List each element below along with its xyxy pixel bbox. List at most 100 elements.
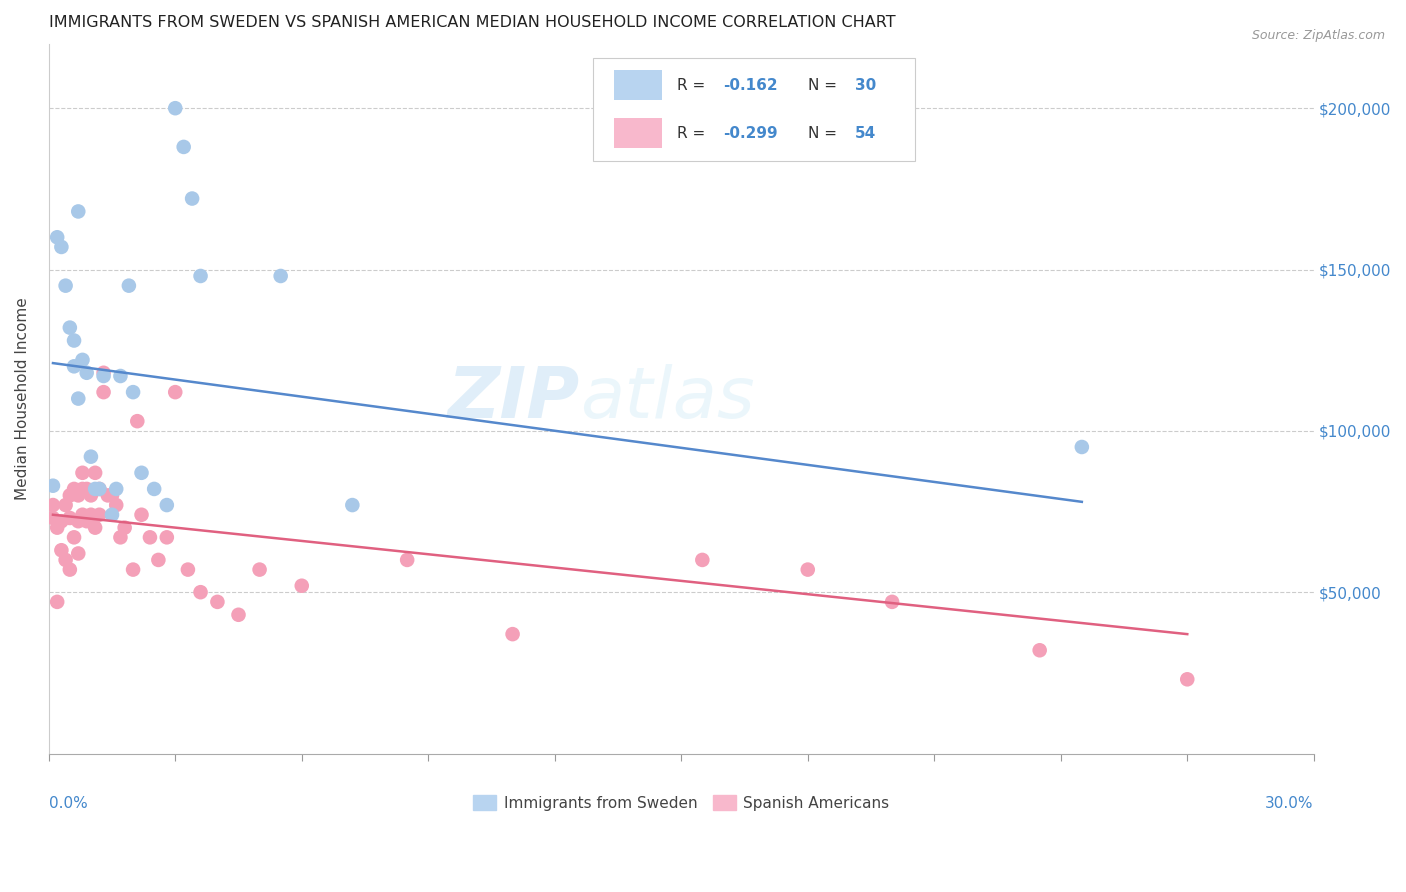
Text: 30: 30 bbox=[855, 78, 876, 93]
Point bbox=[105, 498, 128, 512]
Point bbox=[63, 482, 86, 496]
Point bbox=[59, 563, 82, 577]
FancyBboxPatch shape bbox=[593, 58, 915, 161]
FancyBboxPatch shape bbox=[614, 119, 662, 148]
Point bbox=[122, 385, 145, 400]
Text: Source: ZipAtlas.com: Source: ZipAtlas.com bbox=[1251, 29, 1385, 42]
Point bbox=[51, 514, 73, 528]
Point bbox=[55, 498, 77, 512]
Point bbox=[59, 511, 82, 525]
Point bbox=[63, 530, 86, 544]
Text: -0.299: -0.299 bbox=[723, 126, 778, 141]
Point bbox=[396, 553, 419, 567]
Point bbox=[177, 563, 200, 577]
Point bbox=[131, 466, 153, 480]
Point bbox=[139, 530, 162, 544]
Point bbox=[118, 278, 141, 293]
Point bbox=[42, 511, 65, 525]
Point bbox=[93, 369, 115, 384]
Point bbox=[97, 488, 120, 502]
Point bbox=[80, 508, 103, 522]
Point bbox=[270, 268, 292, 283]
Text: 54: 54 bbox=[855, 126, 876, 141]
Point bbox=[72, 352, 94, 367]
Point bbox=[51, 240, 73, 254]
Text: -0.162: -0.162 bbox=[723, 78, 778, 93]
Point bbox=[93, 385, 115, 400]
Point bbox=[249, 563, 271, 577]
Point bbox=[1175, 673, 1198, 687]
Point bbox=[84, 482, 107, 496]
Point bbox=[143, 482, 166, 496]
Text: IMMIGRANTS FROM SWEDEN VS SPANISH AMERICAN MEDIAN HOUSEHOLD INCOME CORRELATION C: IMMIGRANTS FROM SWEDEN VS SPANISH AMERIC… bbox=[49, 15, 896, 30]
Text: N =: N = bbox=[808, 78, 842, 93]
Point bbox=[51, 543, 73, 558]
Point bbox=[89, 482, 111, 496]
Point bbox=[110, 369, 132, 384]
Point bbox=[114, 521, 136, 535]
Text: 30.0%: 30.0% bbox=[1265, 796, 1313, 811]
Point bbox=[173, 140, 195, 154]
Point bbox=[190, 268, 212, 283]
Point bbox=[84, 466, 107, 480]
Point bbox=[59, 320, 82, 334]
Point bbox=[67, 514, 90, 528]
Point bbox=[156, 498, 179, 512]
Point bbox=[1028, 643, 1050, 657]
FancyBboxPatch shape bbox=[614, 70, 662, 100]
Point bbox=[207, 595, 229, 609]
Point bbox=[42, 479, 65, 493]
Y-axis label: Median Household Income: Median Household Income bbox=[15, 297, 30, 500]
Point bbox=[156, 530, 179, 544]
Point bbox=[67, 392, 90, 406]
Point bbox=[110, 530, 132, 544]
Point bbox=[228, 607, 250, 622]
Point bbox=[67, 204, 90, 219]
Point bbox=[291, 579, 314, 593]
Point bbox=[80, 488, 103, 502]
Point bbox=[63, 359, 86, 374]
Text: R =: R = bbox=[678, 78, 710, 93]
Point bbox=[46, 230, 69, 244]
Text: N =: N = bbox=[808, 126, 842, 141]
Point bbox=[72, 508, 94, 522]
Point bbox=[190, 585, 212, 599]
Point bbox=[55, 278, 77, 293]
Point bbox=[42, 498, 65, 512]
Point bbox=[59, 488, 82, 502]
Point bbox=[72, 482, 94, 496]
Point bbox=[148, 553, 170, 567]
Point bbox=[76, 366, 98, 380]
Point bbox=[165, 385, 187, 400]
Point bbox=[1070, 440, 1092, 454]
Point bbox=[342, 498, 364, 512]
Point bbox=[880, 595, 903, 609]
Point bbox=[181, 192, 204, 206]
Legend: Immigrants from Sweden, Spanish Americans: Immigrants from Sweden, Spanish American… bbox=[467, 789, 896, 817]
Point bbox=[80, 450, 103, 464]
Point bbox=[55, 553, 77, 567]
Text: ZIP: ZIP bbox=[447, 364, 581, 434]
Point bbox=[692, 553, 714, 567]
Point bbox=[63, 334, 86, 348]
Text: 0.0%: 0.0% bbox=[49, 796, 87, 811]
Point bbox=[131, 508, 153, 522]
Point bbox=[46, 595, 69, 609]
Point bbox=[101, 508, 124, 522]
Point bbox=[797, 563, 820, 577]
Point bbox=[127, 414, 149, 428]
Point bbox=[84, 521, 107, 535]
Point bbox=[101, 488, 124, 502]
Point bbox=[105, 482, 128, 496]
Text: R =: R = bbox=[678, 126, 710, 141]
Point bbox=[67, 488, 90, 502]
Point bbox=[502, 627, 524, 641]
Point bbox=[76, 514, 98, 528]
Point bbox=[67, 546, 90, 560]
Point bbox=[89, 508, 111, 522]
Point bbox=[165, 101, 187, 115]
Point bbox=[93, 366, 115, 380]
Point bbox=[76, 482, 98, 496]
Text: atlas: atlas bbox=[581, 364, 755, 434]
Point bbox=[46, 521, 69, 535]
